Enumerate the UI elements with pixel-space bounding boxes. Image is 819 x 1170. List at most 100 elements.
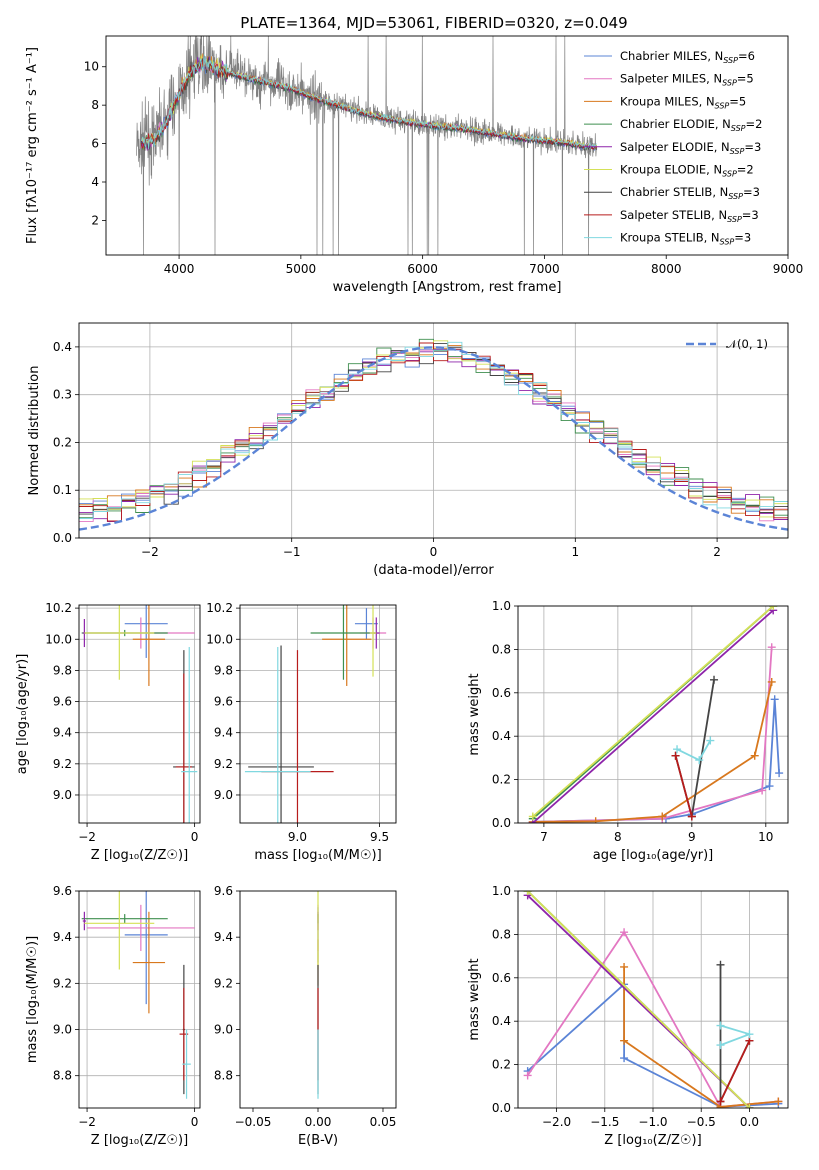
weight-vs-Z-axes: −2.0 −1.5 −1.0 −0.5 0.0 0.0 0.2 0.4 0.6 0.8 1.0 Z [… xyxy=(467,884,789,1148)
y-tick-label: 9.4 xyxy=(53,726,72,740)
weight-marker xyxy=(765,782,774,791)
x-tick-label: 2 xyxy=(713,545,721,559)
y-tick-label: 9.0 xyxy=(53,1023,72,1037)
mass-vs-Z-frame xyxy=(78,890,201,1109)
mass-vs-Z-axes: −2 0 8.8 9.0 9.2 9.4 9.6 Z [log₁₀(Z/Z☉)] mass [l… xyxy=(25,884,201,1148)
y-tick-label: 0.4 xyxy=(53,340,72,354)
weight-marker xyxy=(745,1104,754,1108)
y-tick-label: 0.2 xyxy=(492,773,511,787)
x-tick-label: −0.05 xyxy=(235,1115,272,1129)
y-tick-label: 0.2 xyxy=(53,435,72,449)
model-spectrum-line xyxy=(140,56,597,152)
y-tick-label: 0.1 xyxy=(53,483,72,497)
weight-marker xyxy=(710,675,719,684)
x-tick-label: 6000 xyxy=(407,262,438,276)
weight-line xyxy=(719,1040,751,1102)
weight-marker xyxy=(706,736,715,745)
age-vs-Z-ylabel: age [log₁₀(age/yr)] xyxy=(15,654,30,775)
x-tick-label: −2.0 xyxy=(542,1115,571,1129)
weight-marker xyxy=(770,695,779,704)
weight-vs-Z-ylabel: mass weight xyxy=(467,958,482,1040)
weight-marker xyxy=(716,960,725,969)
residual-histogram-step xyxy=(79,341,788,519)
x-tick-label: −2 xyxy=(78,830,96,844)
mass-vs-ebv-xlabel: E(B-V) xyxy=(298,1133,338,1148)
weight-marker xyxy=(671,751,680,760)
y-tick-label: 9.8 xyxy=(53,663,72,677)
weight-line xyxy=(532,609,774,823)
weight-marker xyxy=(745,1030,754,1039)
x-tick-label: 9.5 xyxy=(370,830,389,844)
y-tick-label: 2 xyxy=(91,213,99,227)
spectrum-ylabel: Flux [fλ10⁻¹⁷ erg cm⁻² s⁻¹ A⁻¹] xyxy=(25,47,40,244)
weight-marker xyxy=(620,1036,629,1045)
x-tick-label: 0 xyxy=(191,830,199,844)
weight-vs-Z-frame xyxy=(517,890,789,1109)
y-tick-label: 0.4 xyxy=(492,729,511,743)
y-tick-label: 9.0 xyxy=(214,788,233,802)
weight-line xyxy=(676,740,712,762)
legend-label: Kroupa STELIB, NSSP=3 xyxy=(620,231,751,247)
residuals-ylabel: Normed distribution xyxy=(27,366,42,496)
y-tick-label: 0.3 xyxy=(53,388,72,402)
age-vs-mass-xlabel: mass [log₁₀(M/M☉)] xyxy=(254,848,381,863)
x-tick-label: 9 xyxy=(688,830,696,844)
y-tick-label: 1.0 xyxy=(492,599,511,613)
mass-vs-ebv-axes: −0.05 0.00 0.05 8.8 9.0 9.2 9.4 9.6 E(B-V) xyxy=(214,884,397,1148)
weight-marker xyxy=(591,817,600,823)
x-tick-label: −2 xyxy=(141,545,159,559)
spectrum-series-group xyxy=(136,36,598,255)
weight-marker xyxy=(775,769,784,778)
y-tick-label: 0.4 xyxy=(492,1014,511,1028)
y-tick-label: 0.8 xyxy=(492,642,511,656)
x-tick-label: 0.05 xyxy=(370,1115,397,1129)
y-tick-label: 9.6 xyxy=(53,695,72,709)
y-tick-label: 0.6 xyxy=(492,971,511,985)
y-tick-label: 6 xyxy=(91,137,99,151)
weight-marker xyxy=(620,1054,629,1063)
mass-vs-Z-ylabel: mass [log₁₀(M/M☉)] xyxy=(25,936,40,1063)
x-tick-label: 7000 xyxy=(529,262,560,276)
legend-label: Salpeter ELODIE, NSSP=3 xyxy=(620,140,761,156)
weight-marker xyxy=(687,812,696,821)
residuals-xlabel: (data-model)/error xyxy=(373,563,494,578)
spectrum-axes: 4000 5000 6000 7000 8000 9000 2 4 6 8 10 wavelength… xyxy=(25,35,803,295)
x-tick-label: 7 xyxy=(540,830,548,844)
weight-vs-age-axes: 7 8 9 10 0.0 0.2 0.4 0.6 0.8 1.0 age [log₁₀(age/yr… xyxy=(467,599,789,863)
weight-line xyxy=(532,699,780,823)
weight-marker xyxy=(620,928,629,937)
spectrum-legend: Chabrier MILES, NSSP=6 Salpeter MILES, NS… xyxy=(584,49,762,247)
y-tick-label: 9.2 xyxy=(53,757,72,771)
y-tick-label: 9.4 xyxy=(214,726,233,740)
x-tick-label: 8000 xyxy=(651,262,682,276)
weight-marker xyxy=(750,751,759,760)
x-tick-label: −1.0 xyxy=(638,1115,667,1129)
plot-area: 4000 5000 6000 7000 8000 9000246810wavelength… xyxy=(15,35,803,1148)
y-tick-label: 8 xyxy=(91,98,99,112)
weight-marker xyxy=(523,1071,532,1080)
x-tick-label: 0 xyxy=(191,1115,199,1129)
y-tick-label: 10 xyxy=(84,60,99,74)
age-vs-mass-axes: 9.0 9.5 9.0 9.2 9.4 9.6 9.8 10.0 10.2 mass [log₁₀… xyxy=(206,601,397,863)
y-tick-label: 0.0 xyxy=(53,531,72,545)
legend-label: Chabrier STELIB, NSSP=3 xyxy=(620,185,760,201)
y-tick-label: 9.8 xyxy=(214,663,233,677)
legend-label: Chabrier MILES, NSSP=6 xyxy=(620,49,755,65)
y-tick-label: 9.2 xyxy=(53,976,72,990)
y-tick-label: 9.6 xyxy=(214,695,233,709)
y-tick-label: 8.8 xyxy=(214,1069,233,1083)
weight-marker xyxy=(673,745,682,754)
y-tick-label: 9.6 xyxy=(214,884,233,898)
x-tick-label: 4000 xyxy=(164,262,195,276)
residual-histogram-group xyxy=(79,338,788,531)
age-vs-Z-points xyxy=(81,605,198,823)
y-tick-label: 0.0 xyxy=(492,816,511,830)
y-tick-label: 10.2 xyxy=(45,601,72,615)
weight-marker xyxy=(769,606,778,610)
weight-line xyxy=(720,1024,753,1046)
y-tick-label: 9.0 xyxy=(53,788,72,802)
y-tick-label: 8.8 xyxy=(53,1069,72,1083)
weight-vs-Z-lines xyxy=(523,891,783,1108)
y-tick-label: 10.0 xyxy=(206,632,233,646)
